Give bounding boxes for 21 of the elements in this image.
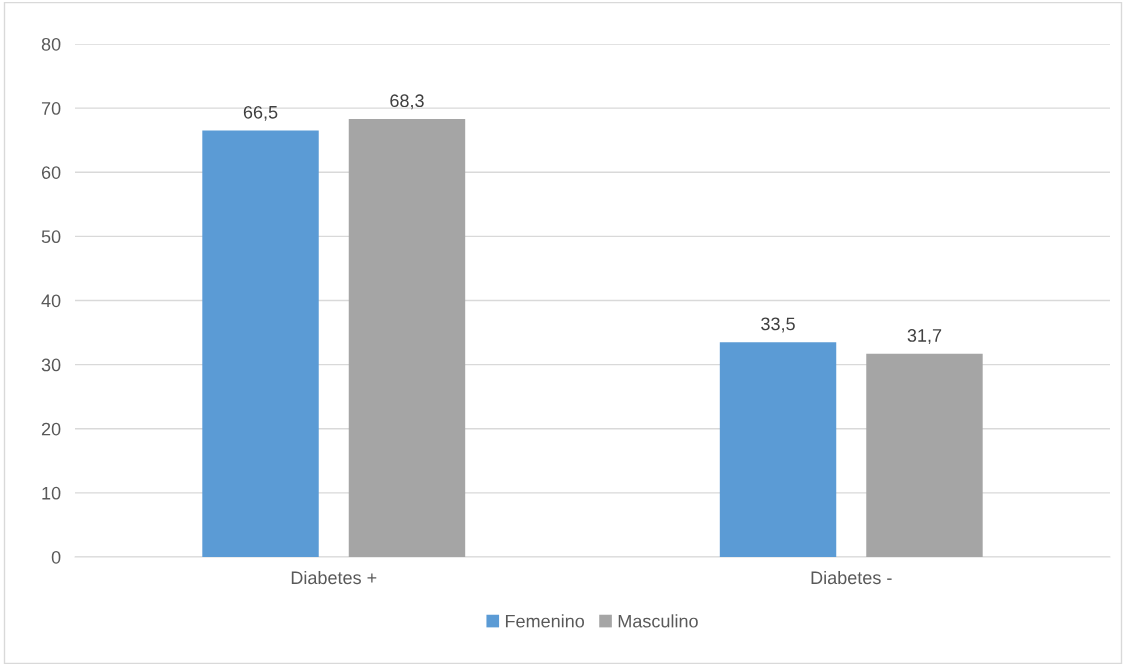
x-tick-label: Diabetes - <box>811 570 892 585</box>
y-tick-label: 80 <box>41 37 61 51</box>
bar <box>719 342 837 557</box>
data-label: 66,5 <box>243 105 278 121</box>
y-tick-label: 60 <box>41 166 61 179</box>
y-tick-label: 40 <box>41 294 61 308</box>
y-tick-label: 20 <box>41 422 61 436</box>
x-tick-label: Diabetes + <box>291 570 377 585</box>
y-tick-label: 0 <box>51 550 61 564</box>
data-label: 33,5 <box>761 317 795 333</box>
bar <box>202 130 319 557</box>
data-label: 31,7 <box>907 329 942 344</box>
y-tick-label: 50 <box>41 230 61 244</box>
bar <box>866 353 983 557</box>
y-tick-label: 70 <box>41 102 61 115</box>
legend-label: Masculino <box>618 614 698 628</box>
bar <box>348 119 466 557</box>
data-label: 68,3 <box>390 94 424 110</box>
y-tick-label: 30 <box>41 358 61 372</box>
y-tick-label: 10 <box>42 486 61 500</box>
legend-label: Femenino <box>505 614 585 628</box>
